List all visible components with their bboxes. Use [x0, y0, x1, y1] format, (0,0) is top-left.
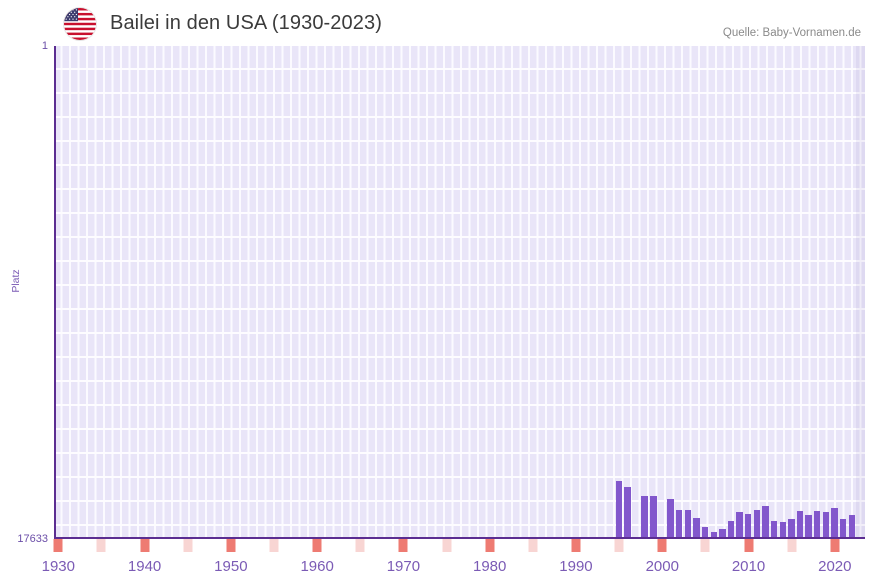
- bar-2014[interactable]: [779, 522, 786, 538]
- bar-1999[interactable]: [650, 496, 657, 538]
- bar-1995[interactable]: [615, 481, 623, 538]
- x-tick-mark-1945: [183, 539, 193, 552]
- bar-2022[interactable]: [848, 515, 855, 538]
- x-tick-mark-1995: [614, 539, 624, 552]
- bar-2019[interactable]: [822, 512, 830, 538]
- x-axis-line: [54, 537, 865, 539]
- x-tick-mark-2015: [787, 539, 797, 552]
- x-tick-mark-1970: [398, 539, 408, 552]
- x-tick-label-2000: 2000: [645, 558, 679, 575]
- x-tick-mark-2000: [657, 539, 667, 552]
- y-axis-title: Platz: [10, 269, 22, 293]
- x-tick-mark-1975: [442, 539, 452, 552]
- x-tick-mark-2005: [700, 539, 710, 552]
- horizontal-gridlines: [54, 46, 865, 538]
- x-tick-label-1950: 1950: [214, 558, 248, 575]
- y-axis-line: [54, 46, 56, 538]
- x-tick-mark-1985: [528, 539, 538, 552]
- bar-2013[interactable]: [770, 521, 778, 538]
- bar-2007[interactable]: [719, 529, 726, 538]
- x-tick-label-2020: 2020: [818, 558, 852, 575]
- shaded-future-region: [856, 46, 865, 538]
- bar-1998[interactable]: [641, 496, 648, 538]
- x-tick-mark-1940: [140, 539, 150, 552]
- bar-2015[interactable]: [788, 519, 795, 538]
- x-tick-mark-2010: [744, 539, 754, 552]
- x-tick-label-1960: 1960: [300, 558, 334, 575]
- x-tick-mark-1935: [96, 539, 106, 552]
- y-axis-bottom-tick-label: 17633: [17, 533, 48, 545]
- bar-2005[interactable]: [701, 527, 709, 538]
- bar-2008[interactable]: [727, 521, 735, 538]
- bar-2002[interactable]: [675, 510, 683, 538]
- x-tick-label-1980: 1980: [473, 558, 507, 575]
- bar-2018[interactable]: [814, 511, 821, 538]
- bar-2004[interactable]: [693, 518, 700, 538]
- x-tick-mark-1965: [355, 539, 365, 552]
- y-axis-top-tick-label: 1: [41, 40, 48, 52]
- x-tick-mark-1980: [485, 539, 495, 552]
- x-tick-mark-1990: [571, 539, 581, 552]
- bar-2009[interactable]: [736, 512, 743, 538]
- us-flag-icon: [64, 8, 96, 40]
- x-tick-label-1940: 1940: [127, 558, 162, 575]
- bar-2012[interactable]: [762, 506, 769, 538]
- plot-area: [54, 46, 865, 538]
- vertical-gridlines: [54, 46, 865, 538]
- bar-2020[interactable]: [831, 508, 838, 538]
- bar-2017[interactable]: [805, 515, 812, 538]
- x-tick-mark-1955: [269, 539, 279, 552]
- page-title: Bailei in den USA (1930-2023): [110, 12, 382, 34]
- source-label: Quelle: Baby-Vornamen.de: [722, 27, 861, 39]
- bar-2006[interactable]: [710, 532, 717, 538]
- bar-2010[interactable]: [745, 514, 752, 538]
- chart-header: Bailei in den USA (1930-2023) Quelle: Ba…: [0, 0, 873, 46]
- x-tick-label-1990: 1990: [559, 558, 593, 575]
- x-tick-label-1930: 1930: [41, 558, 75, 575]
- x-tick-mark-1950: [226, 539, 236, 552]
- bar-2021[interactable]: [839, 519, 847, 538]
- x-tick-mark-1960: [312, 539, 322, 552]
- x-tick-mark-1930: [53, 539, 63, 552]
- x-tick-label-2010: 2010: [731, 558, 766, 575]
- bar-2001[interactable]: [667, 499, 674, 538]
- x-tick-label-1970: 1970: [386, 558, 421, 575]
- bar-2016[interactable]: [796, 511, 804, 538]
- bar-2011[interactable]: [753, 510, 761, 538]
- bar-2003[interactable]: [684, 510, 692, 538]
- x-tick-mark-2020: [830, 539, 840, 552]
- bar-1996[interactable]: [624, 487, 631, 538]
